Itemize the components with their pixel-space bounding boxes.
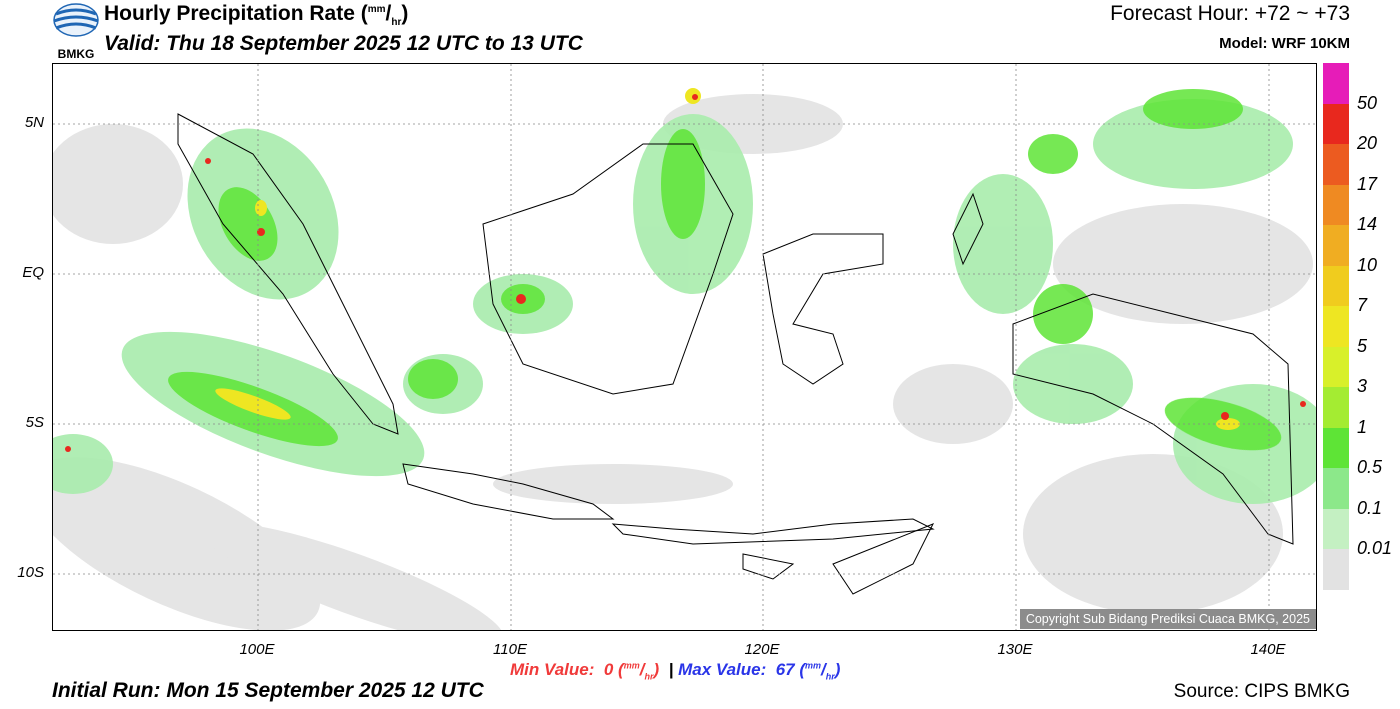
precip-red [65, 94, 1306, 452]
min-label: Min Value: [510, 660, 595, 679]
colorbar-swatch [1323, 144, 1349, 186]
bmkg-logo: BMKG [53, 3, 99, 60]
colorbar-label: 17 [1357, 173, 1378, 194]
colorbar-label: 50 [1357, 92, 1378, 113]
min-value: 0 [603, 660, 614, 679]
model-label: Model: WRF 10KM [1219, 35, 1350, 52]
forecast-hour: Forecast Hour: +72 ~ +73 [1110, 2, 1350, 25]
colorbar-swatch [1323, 184, 1349, 226]
colorbar-swatch [1323, 103, 1349, 145]
colorbar-label: 5 [1357, 335, 1368, 356]
precipitation-map [52, 63, 1317, 631]
lon-label-110e: 110E [493, 641, 527, 658]
colorbar-label: 14 [1357, 214, 1378, 235]
lon-label-130e: 130E [997, 641, 1033, 658]
separator: | [668, 660, 674, 679]
colorbar-swatch [1323, 225, 1349, 267]
colorbar [1323, 63, 1349, 591]
lat-label-5n: 5N [24, 114, 44, 131]
max-unit-top: mm [805, 660, 822, 671]
colorbar-swatch [1323, 306, 1349, 348]
max-unit-bottom: hr [825, 671, 835, 682]
lat-label-10s: 10S [17, 564, 44, 581]
colorbar-label: 0.1 [1357, 497, 1383, 518]
copyright-notice: Copyright Sub Bidang Prediksi Cuaca BMKG… [1019, 609, 1316, 629]
logo-text: BMKG [58, 47, 95, 60]
map-canvas [53, 64, 1316, 630]
colorbar-swatch [1323, 549, 1349, 591]
colorbar-label: 3 [1357, 376, 1368, 397]
lat-label-5s: 5S [25, 414, 44, 431]
colorbar-label: 1 [1357, 416, 1368, 437]
lat-label-eq: EQ [22, 264, 44, 281]
source-label: Source: CIPS BMKG [1173, 681, 1350, 702]
colorbar-label: 20 [1357, 133, 1378, 154]
lon-label-120e: 120E [744, 641, 780, 658]
initial-run: Initial Run: Mon 15 September 2025 12 UT… [52, 679, 484, 702]
colorbar-swatch [1323, 63, 1349, 105]
lon-label-140e: 140E [1250, 641, 1286, 658]
gridlines [53, 64, 1316, 630]
lon-label-100e: 100E [239, 641, 275, 658]
title-text: Hourly Precipitation Rate [104, 2, 355, 25]
valid-time: Valid: Thu 18 September 2025 12 UTC to 1… [104, 32, 583, 55]
max-label: Max Value: [678, 660, 767, 679]
title-unit-bottom: hr [391, 17, 402, 29]
colorbar-swatch [1323, 346, 1349, 388]
colorbar-swatch [1323, 265, 1349, 307]
colorbar-label: 0.01 [1357, 538, 1393, 559]
min-unit-top: mm [623, 660, 640, 671]
chart-title: Hourly Precipitation Rate (mm/hr) [104, 2, 409, 29]
max-value: 67 [775, 660, 795, 679]
colorbar-swatch [1323, 427, 1349, 469]
colorbar-swatch [1323, 508, 1349, 550]
min-max-values: Min Value: 0 (mm/hr) | Max Value: 67 (mm… [510, 660, 841, 682]
colorbar-label: 7 [1357, 295, 1368, 316]
colorbar-swatch [1323, 468, 1349, 510]
colorbar-label: 10 [1357, 254, 1378, 275]
title-unit-top: mm [367, 4, 386, 15]
colorbar-label: 0.5 [1357, 457, 1383, 478]
min-unit-bottom: hr [644, 671, 654, 682]
colorbar-swatch [1323, 387, 1349, 429]
